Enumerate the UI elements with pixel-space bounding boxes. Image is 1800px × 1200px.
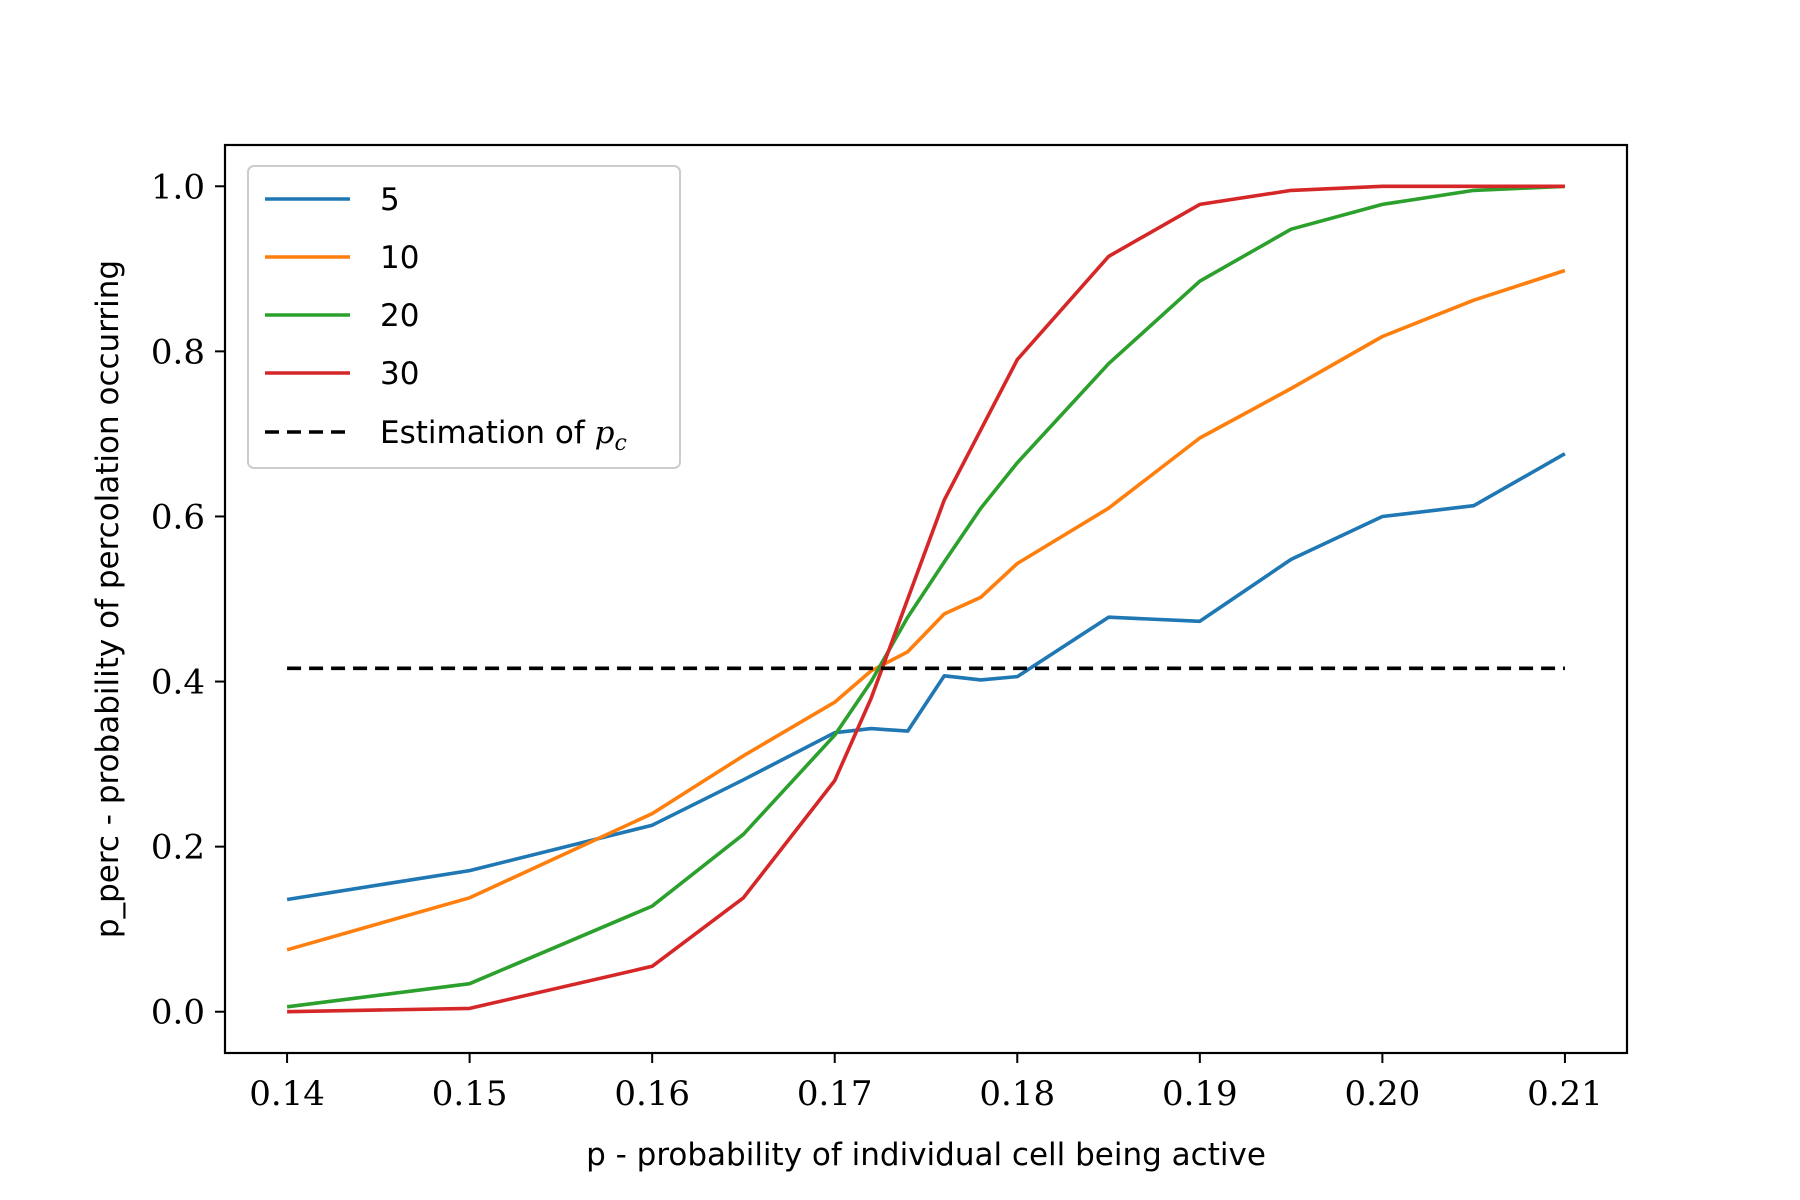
legend-label-20: 20 <box>380 298 419 334</box>
y-tick-label: 0.4 <box>151 663 205 703</box>
series-line-20 <box>286 184 1565 1009</box>
y-tick-label: 0.0 <box>151 993 205 1033</box>
x-tick-label: 0.16 <box>614 1074 690 1114</box>
legend-label-10: 10 <box>380 240 419 276</box>
x-tick-label: 0.21 <box>1527 1074 1603 1114</box>
y-tick-label: 1.0 <box>151 167 205 207</box>
series-line-10 <box>286 268 1566 952</box>
x-tick-label: 0.18 <box>979 1074 1055 1114</box>
y-tick-label: 0.2 <box>151 828 205 868</box>
y-tick-label: 0.6 <box>151 497 205 537</box>
legend-box <box>247 165 681 469</box>
series-line-5 <box>286 452 1566 902</box>
legend-label-5: 5 <box>380 182 400 218</box>
legend-label-estimation: Estimation of pc <box>380 415 627 456</box>
x-tick-label: 0.15 <box>432 1074 508 1114</box>
series-line-30 <box>287 184 1565 1014</box>
y-tick-label: 0.8 <box>151 332 205 372</box>
x-axis: 0.14 0.15 0.16 0.17 0.18 0.19 0.20 0.21 <box>249 1053 1603 1114</box>
x-axis-label: p - probability of individual cell being… <box>586 1137 1266 1173</box>
y-axis: 0.0 0.2 0.4 0.6 0.8 1.0 <box>151 167 225 1033</box>
x-tick-label: 0.20 <box>1345 1074 1421 1114</box>
legend: 5 10 20 30 Estimation of pc <box>247 165 681 469</box>
data-lines <box>286 184 1566 1014</box>
y-axis-label: p_perc - probability of percolation occu… <box>90 260 126 938</box>
x-tick-label: 0.17 <box>797 1074 873 1114</box>
legend-label-30: 30 <box>380 356 419 392</box>
x-tick-label: 0.14 <box>249 1074 325 1114</box>
x-tick-label: 0.19 <box>1162 1074 1238 1114</box>
